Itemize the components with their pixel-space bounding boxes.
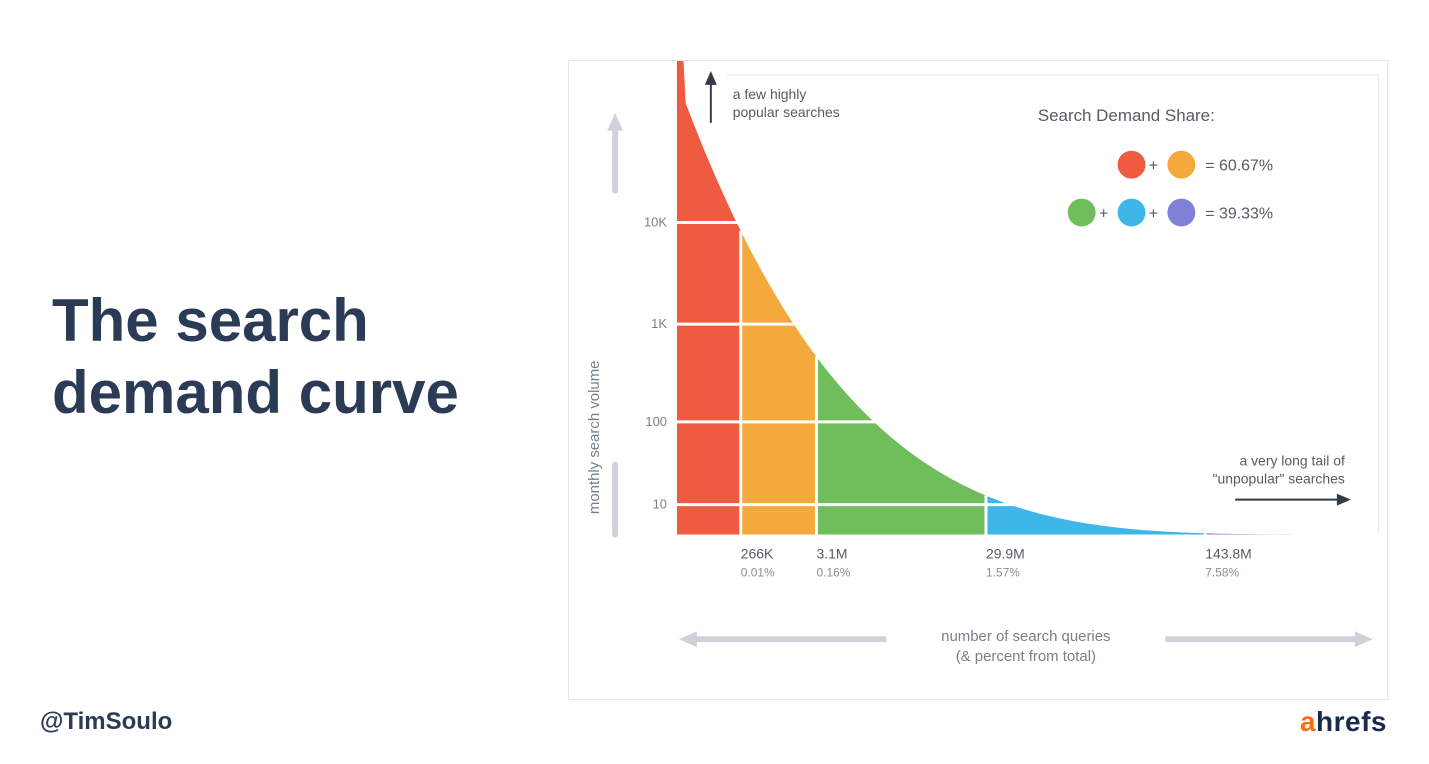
legend-value: = 60.67% [1205, 158, 1273, 175]
legend-dot [1167, 151, 1195, 179]
title-line-1: The search [52, 285, 459, 357]
x-axis-label-1: number of search queries [941, 628, 1110, 645]
search-demand-chart: monthly search volume 10 100 1K 10K number of… [568, 60, 1388, 700]
title-line-2: demand curve [52, 357, 459, 429]
legend-value: = 39.33% [1205, 206, 1273, 223]
chart-segment [986, 496, 1205, 535]
chart-segment [817, 357, 986, 535]
y-axis-arrowhead [607, 113, 623, 131]
x-tick-percent: 0.16% [817, 565, 851, 579]
x-tick-value: 29.9M [986, 545, 1025, 561]
x-tick-percent: 7.58% [1205, 565, 1239, 579]
legend-dot [1068, 199, 1096, 227]
legend-dot [1118, 199, 1146, 227]
y-tick-label: 1K [651, 316, 667, 331]
top-annotation-arrowhead [705, 71, 717, 85]
legend-plus: + [1149, 158, 1158, 175]
slide: The search demand curve @TimSoulo ahrefs… [0, 0, 1429, 764]
y-axis-label: monthly search volume [586, 361, 603, 515]
legend-plus: + [1099, 206, 1108, 223]
x-axis-arrowhead-left [679, 631, 697, 647]
legend-dot [1118, 151, 1146, 179]
legend-title: Search Demand Share: [1038, 106, 1215, 125]
tail-annotation-2: "unpopular" searches [1213, 471, 1345, 487]
chart-segment [677, 61, 741, 535]
chart-svg: monthly search volume 10 100 1K 10K number of… [569, 61, 1387, 699]
x-tick-value: 143.8M [1205, 545, 1252, 561]
author-handle: @TimSoulo [40, 708, 172, 736]
chart-segment [1205, 533, 1374, 534]
tail-annotation-1: a very long tail of [1239, 453, 1344, 469]
logo-rest: hrefs [1316, 706, 1387, 737]
y-tick-label: 10 [653, 497, 667, 512]
x-tick-value: 3.1M [817, 545, 848, 561]
x-tick-percent: 1.57% [986, 565, 1020, 579]
brand-logo: ahrefs [1300, 706, 1387, 738]
x-tick-percent: 0.01% [741, 565, 775, 579]
y-tick-label: 10K [644, 214, 667, 229]
x-tick-value: 266K [741, 545, 774, 561]
x-axis-label-2: (& percent from total) [956, 648, 1096, 665]
y-tick-label: 100 [645, 414, 667, 429]
legend-dot [1167, 199, 1195, 227]
x-axis-arrowhead-right [1355, 631, 1373, 647]
page-title: The search demand curve [52, 285, 459, 429]
logo-accent-letter: a [1300, 706, 1316, 737]
legend-plus: + [1149, 206, 1158, 223]
top-annotation-2: popular searches [733, 104, 840, 120]
chart-segment [741, 231, 817, 535]
top-annotation-1: a few highly [733, 86, 807, 102]
